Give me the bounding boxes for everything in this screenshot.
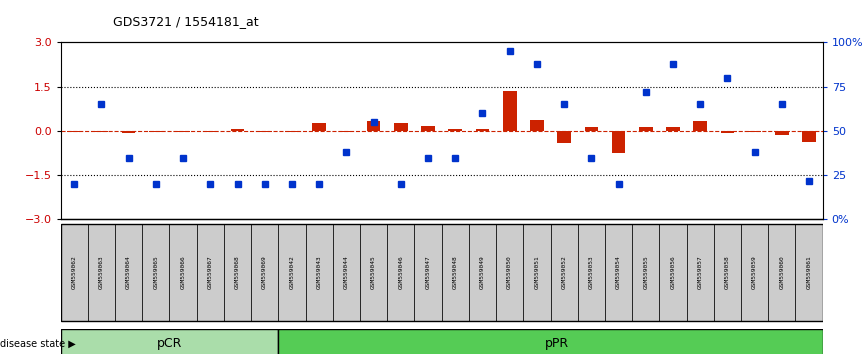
Bar	[469, 224, 496, 321]
Bar	[523, 224, 551, 321]
Bar	[796, 224, 823, 321]
Bar	[142, 224, 170, 321]
Text: GSM559047: GSM559047	[425, 256, 430, 290]
Bar	[475, 129, 489, 131]
Text: GSM559068: GSM559068	[235, 256, 240, 290]
Text: GSM559063: GSM559063	[99, 256, 104, 290]
Bar	[768, 224, 796, 321]
Text: GSM559048: GSM559048	[453, 256, 458, 290]
Bar	[94, 131, 108, 132]
Bar	[197, 224, 224, 321]
Bar	[285, 131, 299, 132]
Text: GSM559055: GSM559055	[643, 256, 649, 290]
Bar	[442, 224, 469, 321]
Bar	[360, 224, 387, 321]
Text: GSM559045: GSM559045	[372, 256, 376, 290]
Bar	[632, 224, 659, 321]
Bar	[258, 131, 272, 132]
Bar	[741, 224, 768, 321]
Bar	[748, 131, 761, 132]
Bar	[61, 224, 87, 321]
Text: GDS3721 / 1554181_at: GDS3721 / 1554181_at	[113, 15, 258, 28]
Bar	[387, 224, 415, 321]
Text: GSM559051: GSM559051	[534, 256, 540, 290]
Bar	[251, 224, 278, 321]
Text: GSM559058: GSM559058	[725, 256, 730, 290]
Bar	[230, 129, 244, 131]
Bar	[306, 224, 333, 321]
Text: pCR: pCR	[157, 337, 182, 350]
Text: GSM559069: GSM559069	[262, 256, 268, 290]
Text: pPR: pPR	[546, 337, 570, 350]
Bar	[313, 123, 326, 131]
Bar	[278, 224, 306, 321]
Text: disease state ▶: disease state ▶	[0, 338, 75, 348]
Bar	[585, 127, 598, 131]
Text: GSM559057: GSM559057	[698, 256, 702, 290]
Bar	[367, 121, 380, 131]
Bar	[666, 127, 680, 131]
Bar	[714, 224, 741, 321]
Text: GSM559046: GSM559046	[398, 256, 404, 290]
Text: GSM559059: GSM559059	[753, 256, 757, 290]
Bar	[578, 224, 605, 321]
Text: GSM559067: GSM559067	[208, 256, 213, 290]
Bar	[802, 131, 816, 142]
Bar	[503, 91, 516, 131]
Bar	[177, 131, 190, 132]
Bar	[68, 131, 81, 132]
Bar	[224, 224, 251, 321]
Bar	[687, 224, 714, 321]
Text: GSM559061: GSM559061	[806, 256, 811, 290]
Bar	[721, 131, 734, 133]
Bar	[170, 224, 197, 321]
Bar	[115, 224, 142, 321]
Bar	[394, 123, 408, 131]
Bar	[61, 329, 278, 354]
Bar	[339, 131, 353, 132]
Bar	[149, 131, 163, 132]
Text: GSM559066: GSM559066	[181, 256, 185, 290]
Bar	[496, 224, 523, 321]
Text: GSM559060: GSM559060	[779, 256, 785, 290]
Bar	[694, 121, 707, 131]
Bar	[659, 224, 687, 321]
Text: GSM559050: GSM559050	[507, 256, 512, 290]
Bar	[87, 224, 115, 321]
Bar	[558, 131, 571, 143]
Bar	[639, 127, 653, 131]
Bar	[530, 120, 544, 131]
Text: GSM559042: GSM559042	[289, 256, 294, 290]
Text: GSM559056: GSM559056	[670, 256, 675, 290]
Text: GSM559052: GSM559052	[562, 256, 566, 290]
Bar	[204, 131, 217, 132]
Bar	[421, 126, 435, 131]
Text: GSM559054: GSM559054	[616, 256, 621, 290]
Text: GSM559064: GSM559064	[126, 256, 131, 290]
Bar	[605, 224, 632, 321]
Bar	[122, 131, 135, 133]
Text: GSM559053: GSM559053	[589, 256, 594, 290]
Bar	[415, 224, 442, 321]
Text: GSM559043: GSM559043	[317, 256, 321, 290]
Text: GSM559065: GSM559065	[153, 256, 158, 290]
Bar	[449, 129, 462, 131]
Text: GSM559044: GSM559044	[344, 256, 349, 290]
Bar	[551, 224, 578, 321]
Text: GSM559049: GSM559049	[480, 256, 485, 290]
Bar	[611, 131, 625, 153]
Bar	[775, 131, 789, 135]
Bar	[278, 329, 823, 354]
Bar	[333, 224, 360, 321]
Text: GSM559062: GSM559062	[72, 256, 77, 290]
